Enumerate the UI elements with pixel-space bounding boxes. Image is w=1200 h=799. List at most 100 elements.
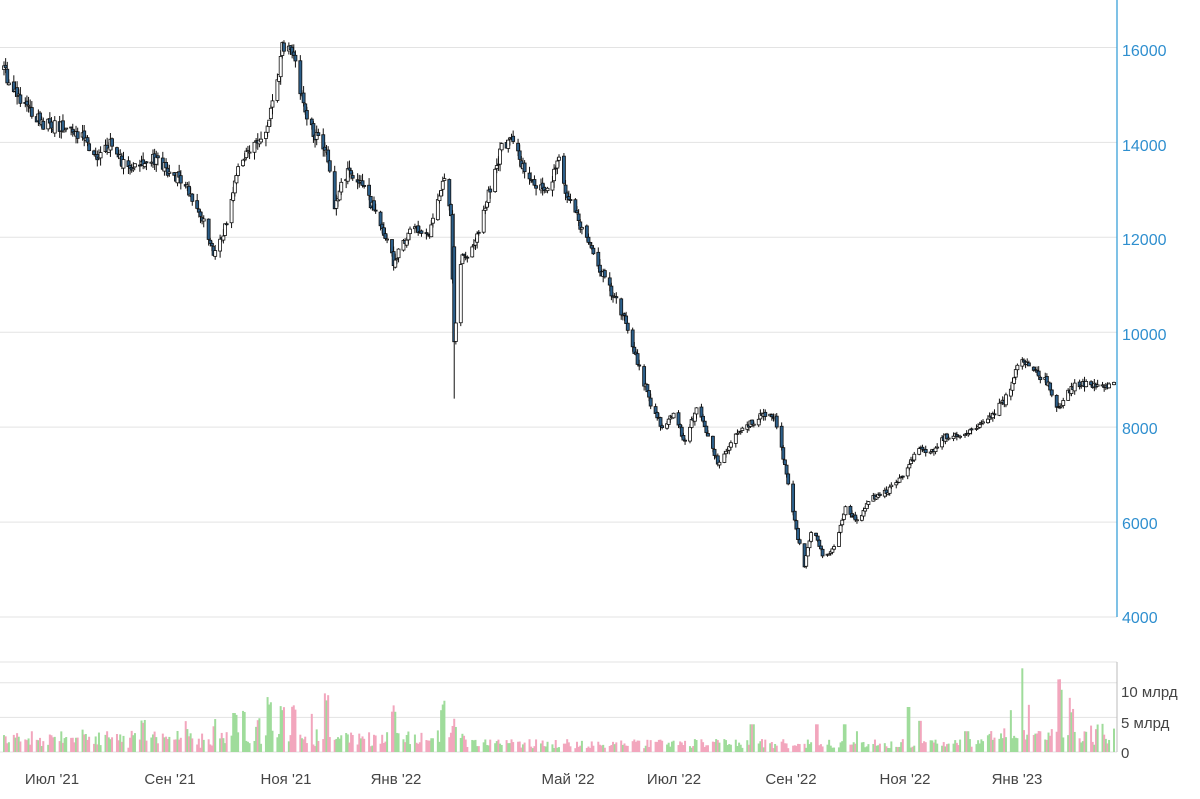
volume-bar bbox=[808, 744, 811, 752]
volume-bar bbox=[631, 741, 634, 752]
volume-bar bbox=[407, 731, 410, 752]
volume-bar bbox=[394, 711, 397, 752]
candle-body bbox=[666, 418, 671, 425]
candle-body bbox=[724, 451, 728, 455]
candle-body bbox=[221, 235, 226, 241]
volume-bar bbox=[489, 739, 492, 752]
volume-bar bbox=[196, 744, 199, 752]
time-tick-label: Июл '22 bbox=[647, 771, 701, 788]
volume-bar bbox=[968, 739, 971, 752]
volume-bar bbox=[417, 743, 420, 752]
volume-bar bbox=[1093, 744, 1096, 752]
volume-bar bbox=[363, 738, 366, 752]
volume-bar bbox=[348, 742, 351, 752]
volume-bar bbox=[1013, 735, 1016, 752]
candle-body bbox=[406, 232, 411, 241]
volume-bar bbox=[736, 746, 739, 752]
volume-bar bbox=[512, 742, 515, 752]
volume-bar bbox=[751, 724, 754, 752]
candle-body bbox=[293, 54, 298, 62]
volume-bar bbox=[454, 726, 457, 752]
candle-body bbox=[347, 167, 352, 171]
volume-bar bbox=[153, 731, 156, 752]
volume-bar bbox=[47, 744, 50, 752]
candle-body bbox=[481, 209, 486, 233]
price-axis-labels: 16000 14000 12000 10000 8000 6000 4000 bbox=[1122, 43, 1167, 627]
volume-bar bbox=[4, 736, 7, 752]
volume-bar bbox=[451, 725, 454, 752]
candle-body bbox=[373, 209, 378, 212]
candle-body bbox=[393, 259, 398, 268]
volume-bar bbox=[589, 747, 592, 752]
price-tick-label: 8000 bbox=[1122, 421, 1158, 438]
volume-bar bbox=[975, 744, 978, 752]
candle-body bbox=[1112, 381, 1116, 386]
volume-bar bbox=[680, 742, 683, 752]
volume-bar bbox=[1004, 737, 1007, 752]
volume-bar bbox=[438, 741, 441, 752]
candle-body bbox=[900, 475, 905, 478]
candle-body bbox=[517, 150, 522, 160]
volume-bar bbox=[178, 739, 181, 752]
candle-body bbox=[912, 453, 917, 461]
volume-bar bbox=[7, 742, 10, 752]
candle-body bbox=[784, 464, 789, 475]
volume-bar bbox=[350, 732, 353, 752]
candle-body bbox=[733, 433, 738, 444]
volume-bar bbox=[271, 730, 274, 752]
volume-bar bbox=[500, 744, 503, 752]
volume-bar bbox=[142, 722, 145, 752]
time-tick-label: Янв '23 bbox=[992, 771, 1043, 788]
price-tick-label: 14000 bbox=[1122, 138, 1167, 155]
candle-body bbox=[819, 545, 823, 550]
candle-body bbox=[1072, 382, 1077, 392]
volume-bar bbox=[294, 709, 297, 752]
candle-body bbox=[658, 417, 663, 427]
volume-bar bbox=[690, 747, 693, 752]
volume-bar bbox=[558, 747, 560, 752]
volume-bar bbox=[510, 739, 513, 752]
volume-bar bbox=[602, 744, 605, 752]
candle-body bbox=[933, 447, 938, 452]
volume-bar bbox=[17, 736, 20, 752]
candle-body bbox=[671, 412, 676, 419]
volume-bar bbox=[440, 710, 443, 752]
volume-bar bbox=[413, 734, 416, 752]
candle-body bbox=[774, 415, 779, 428]
volume-bar bbox=[815, 724, 818, 752]
volume-bar bbox=[946, 744, 949, 752]
volume-bar bbox=[368, 732, 371, 752]
volume-bar bbox=[873, 739, 876, 752]
candle-body bbox=[817, 539, 822, 547]
volume-bar bbox=[964, 731, 967, 752]
candle-body bbox=[568, 199, 573, 201]
candle-body bbox=[383, 233, 388, 239]
volume-bar bbox=[1073, 731, 1076, 752]
candle-body bbox=[372, 200, 376, 211]
volume-bar bbox=[806, 739, 809, 752]
volume-bar bbox=[48, 734, 51, 752]
volume-bar bbox=[466, 746, 469, 752]
volume-bar bbox=[978, 743, 981, 752]
volume-bar bbox=[585, 747, 588, 752]
volume-bar bbox=[351, 734, 354, 752]
volume-bar bbox=[612, 741, 615, 752]
candle-body bbox=[717, 461, 722, 466]
candle-body bbox=[247, 151, 252, 154]
volume-bar bbox=[911, 746, 914, 752]
candle-body bbox=[545, 187, 550, 192]
candle-body bbox=[198, 211, 203, 217]
volume-bar bbox=[967, 731, 970, 752]
volume-bar bbox=[346, 734, 349, 752]
candle-body bbox=[259, 138, 263, 143]
volume-bar bbox=[338, 738, 341, 752]
candle-body bbox=[234, 174, 239, 184]
volume-bar bbox=[530, 746, 533, 752]
volume-bar bbox=[878, 743, 881, 752]
volume-bar bbox=[1047, 732, 1050, 752]
volume-bar bbox=[186, 729, 189, 752]
candle-body bbox=[986, 418, 990, 424]
candle-body bbox=[18, 94, 23, 104]
volume-bar bbox=[107, 737, 110, 752]
volume-bar bbox=[289, 735, 292, 752]
